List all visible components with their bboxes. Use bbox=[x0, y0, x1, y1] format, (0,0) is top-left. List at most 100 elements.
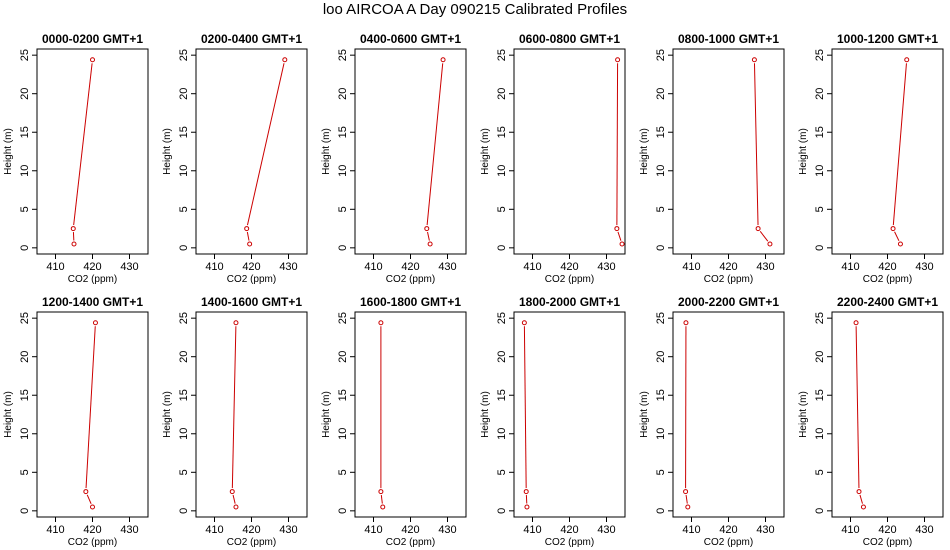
y-tick-label: 15 bbox=[337, 126, 349, 138]
series-line bbox=[617, 231, 622, 241]
panel-title: 1800-2000 GMT+1 bbox=[519, 295, 620, 309]
x-tick-label: 430 bbox=[756, 261, 774, 273]
y-tick-label: 25 bbox=[19, 49, 31, 61]
data-point bbox=[233, 320, 239, 326]
x-tick-label: 430 bbox=[120, 261, 138, 273]
series-line bbox=[231, 326, 237, 489]
x-tick-label: 420 bbox=[878, 524, 896, 536]
y-tick-label: 10 bbox=[814, 165, 826, 177]
series-line bbox=[892, 63, 907, 226]
y-tick-label: 15 bbox=[496, 126, 508, 138]
y-tick-label: 25 bbox=[655, 312, 667, 324]
series-line bbox=[616, 63, 619, 226]
data-point bbox=[70, 226, 76, 232]
y-tick-label: 15 bbox=[655, 126, 667, 138]
x-tick-label: 420 bbox=[719, 261, 737, 273]
y-axis-label: Height (m) bbox=[3, 128, 14, 175]
x-tick-label: 420 bbox=[242, 524, 260, 536]
y-tick-label: 10 bbox=[178, 428, 190, 440]
x-tick-label: 420 bbox=[560, 524, 578, 536]
y-tick-label: 0 bbox=[496, 245, 508, 251]
y-tick-label: 0 bbox=[19, 508, 31, 514]
x-axis-label: CO2 (ppm) bbox=[68, 537, 117, 548]
series-line bbox=[753, 63, 759, 226]
y-axis-label: Height (m) bbox=[321, 128, 332, 175]
y-tick-label: 25 bbox=[178, 312, 190, 324]
y-tick-label: 20 bbox=[814, 88, 826, 100]
x-axis-label: CO2 (ppm) bbox=[227, 274, 276, 285]
data-point bbox=[424, 226, 430, 232]
x-tick-label: 420 bbox=[83, 524, 101, 536]
data-point bbox=[90, 504, 95, 510]
plot-frame bbox=[36, 48, 149, 255]
series-line bbox=[855, 326, 860, 489]
y-tick-label: 10 bbox=[178, 165, 190, 177]
data-point bbox=[83, 489, 89, 495]
x-axis-label: CO2 (ppm) bbox=[68, 274, 117, 285]
x-axis-label: CO2 (ppm) bbox=[863, 274, 912, 285]
data-point bbox=[767, 241, 773, 247]
x-axis-label: CO2 (ppm) bbox=[545, 274, 594, 285]
data-point bbox=[229, 489, 235, 495]
y-tick-label: 0 bbox=[655, 245, 667, 251]
x-tick-label: 420 bbox=[878, 261, 896, 273]
y-axis-label: Height (m) bbox=[480, 128, 491, 175]
y-tick-label: 0 bbox=[337, 508, 349, 514]
plot-frame bbox=[672, 311, 785, 518]
series-line bbox=[685, 494, 688, 504]
x-tick-label: 420 bbox=[719, 524, 737, 536]
y-tick-label: 10 bbox=[496, 165, 508, 177]
data-point bbox=[683, 489, 689, 495]
plot-frame bbox=[672, 48, 785, 255]
x-tick-label: 430 bbox=[597, 261, 615, 273]
x-tick-label: 430 bbox=[756, 524, 774, 536]
panel-title: 1200-1400 GMT+1 bbox=[42, 295, 143, 309]
x-tick-label: 410 bbox=[205, 261, 223, 273]
y-tick-label: 10 bbox=[655, 165, 667, 177]
data-point bbox=[619, 241, 625, 247]
data-point bbox=[427, 241, 433, 247]
x-axis-label: CO2 (ppm) bbox=[386, 537, 435, 548]
y-tick-label: 20 bbox=[655, 351, 667, 363]
y-tick-label: 25 bbox=[655, 49, 667, 61]
y-tick-label: 15 bbox=[178, 389, 190, 401]
panel-title: 2000-2200 GMT+1 bbox=[678, 295, 779, 309]
panel-title: 0600-0800 GMT+1 bbox=[519, 32, 620, 46]
series-line bbox=[759, 231, 769, 242]
plot-frame bbox=[354, 48, 467, 255]
series-line bbox=[859, 494, 863, 504]
y-tick-label: 10 bbox=[337, 428, 349, 440]
x-axis-label: CO2 (ppm) bbox=[704, 274, 753, 285]
y-axis-label: Height (m) bbox=[798, 128, 809, 175]
data-point bbox=[890, 226, 896, 232]
x-tick-label: 410 bbox=[46, 524, 64, 536]
y-tick-label: 10 bbox=[337, 165, 349, 177]
y-tick-label: 0 bbox=[337, 245, 349, 251]
series-line bbox=[85, 326, 96, 489]
series-line bbox=[380, 494, 383, 504]
data-point bbox=[247, 241, 253, 247]
plot-frame bbox=[513, 311, 626, 518]
plot-frame bbox=[831, 48, 944, 255]
panel-title: 0800-1000 GMT+1 bbox=[678, 32, 779, 46]
y-axis-label: Height (m) bbox=[3, 391, 14, 438]
plot-frame bbox=[831, 311, 944, 518]
y-tick-label: 5 bbox=[814, 469, 826, 475]
x-tick-label: 420 bbox=[401, 261, 419, 273]
y-tick-label: 20 bbox=[19, 88, 31, 100]
data-point bbox=[523, 489, 529, 495]
y-tick-label: 20 bbox=[19, 351, 31, 363]
y-tick-label: 25 bbox=[814, 312, 826, 324]
data-point bbox=[897, 241, 903, 247]
x-tick-label: 410 bbox=[523, 261, 541, 273]
y-tick-label: 10 bbox=[655, 428, 667, 440]
page-title: loo AIRCOA A Day 090215 Calibrated Profi… bbox=[322, 1, 628, 18]
data-point bbox=[521, 320, 527, 326]
y-tick-label: 25 bbox=[337, 49, 349, 61]
x-axis-label: CO2 (ppm) bbox=[386, 274, 435, 285]
y-tick-label: 5 bbox=[655, 469, 667, 475]
y-tick-label: 0 bbox=[19, 245, 31, 251]
y-tick-label: 0 bbox=[814, 508, 826, 514]
plot-frame bbox=[354, 311, 467, 518]
y-tick-label: 15 bbox=[178, 126, 190, 138]
